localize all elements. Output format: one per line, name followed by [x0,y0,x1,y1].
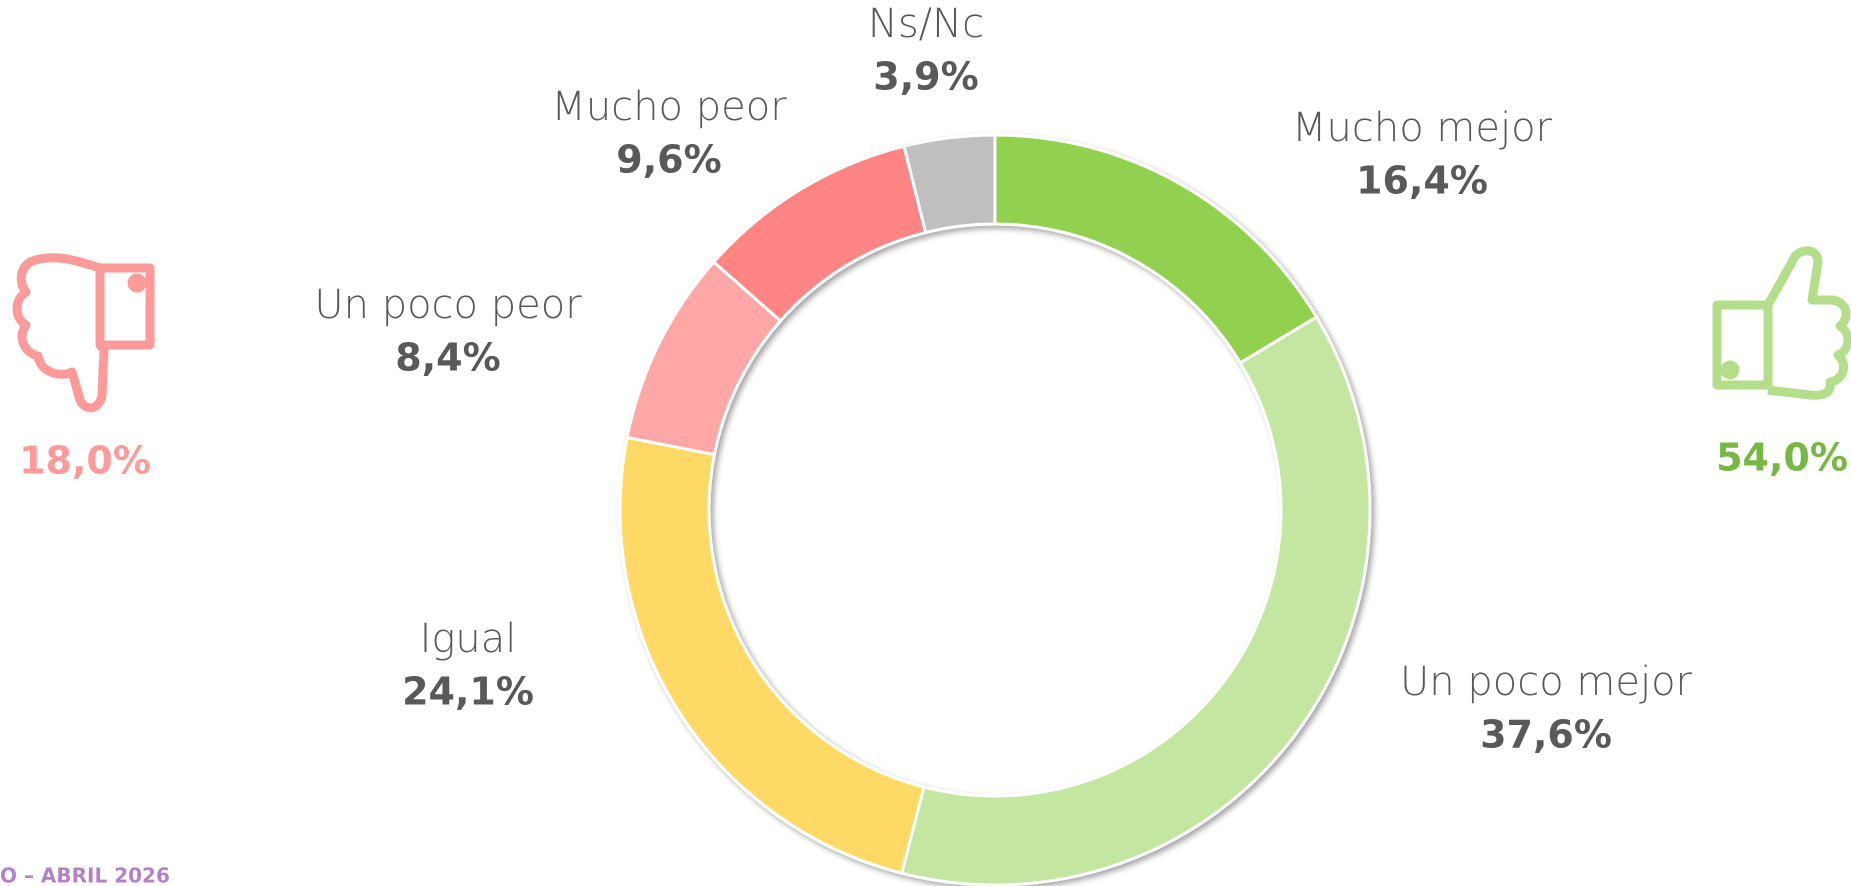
category-label: Ns/Nc [868,1,984,47]
category-label: Un poco mejor [1400,659,1693,705]
category-label: Mucho mejor [1292,105,1553,151]
negative-total: 18,0% [19,439,151,483]
data-label: 37,6% [1480,713,1612,757]
footer: O – ABRIL 2026 [0,864,170,886]
data-label: 9,6% [616,138,721,182]
category-label: Un poco peor [314,282,582,328]
donut [618,133,1372,886]
data-label: 8,4% [395,336,500,380]
data-label: 3,9% [873,55,978,99]
positive-total: 54,0% [1716,436,1848,480]
donut-segment [899,315,1372,886]
category-label: Mucho peor [551,84,787,130]
data-label: 16,4% [1356,159,1488,203]
donut-segment [993,133,1319,365]
thumbs-up-icon [1712,246,1851,400]
category-label: Igual [420,616,517,662]
donut-segment [618,435,926,876]
data-label: 24,1% [402,670,534,714]
thumbs-down-icon [12,253,155,413]
donut-segment [902,133,997,235]
